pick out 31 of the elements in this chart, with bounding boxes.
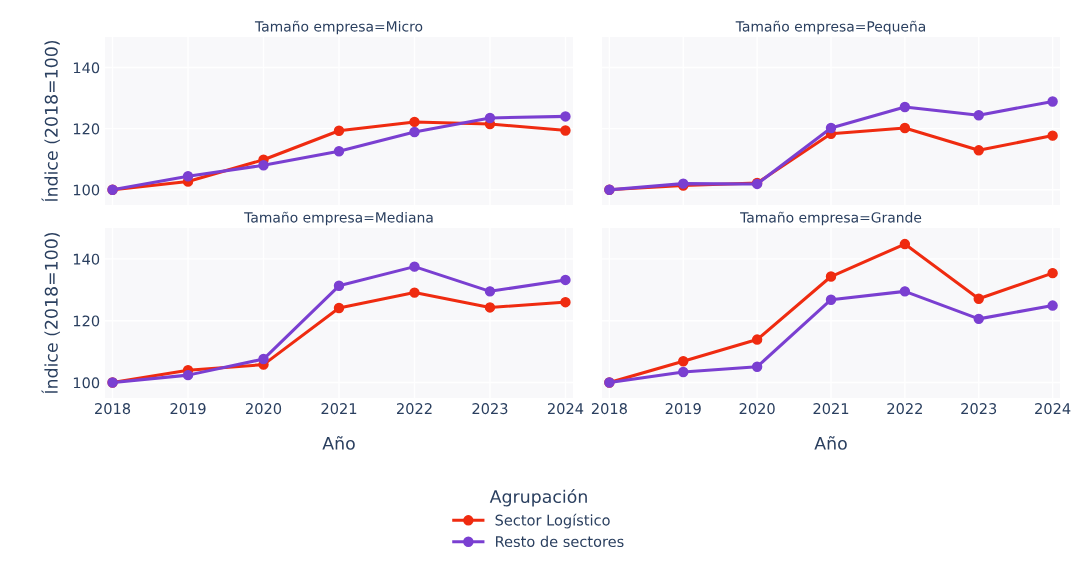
y-tick-label: 100 xyxy=(73,184,100,196)
chart-title: Tamaño empresa=Pequeña xyxy=(735,20,926,35)
x-tick-label: 2021 xyxy=(321,403,357,415)
chart-title: Tamaño empresa=Grande xyxy=(740,211,922,226)
x-tick-label: 2023 xyxy=(961,403,997,415)
y-axis-title: Índice (2018=100) xyxy=(41,232,60,394)
y-tick-label: 120 xyxy=(73,315,100,327)
y-tick-label: 140 xyxy=(73,253,100,265)
x-tick-label: 2023 xyxy=(472,403,508,415)
chart-title: Tamaño empresa=Micro xyxy=(254,20,423,35)
x-tick-label: 2021 xyxy=(813,403,849,415)
x-tick-label: 2024 xyxy=(1035,403,1071,415)
x-axis-title: Año xyxy=(322,436,355,450)
x-tick-label: 2019 xyxy=(170,403,206,415)
y-tick-label: 100 xyxy=(73,377,100,389)
x-tick-label: 2019 xyxy=(665,403,701,415)
x-tick-label: 2022 xyxy=(887,403,922,415)
x-tick-label: 2018 xyxy=(591,403,627,415)
x-tick-label: 2022 xyxy=(397,403,432,415)
y-axis-title: Índice (2018=100) xyxy=(41,40,60,202)
x-tick-label: 2024 xyxy=(547,403,584,415)
y-tick-label: 120 xyxy=(73,123,100,135)
y-tick-label: 140 xyxy=(73,62,100,74)
legend-title: Agrupación xyxy=(489,488,587,507)
x-tick-label: 2018 xyxy=(95,403,131,415)
x-tick-label: 2020 xyxy=(246,403,282,415)
legend-label: Sector Logístico xyxy=(495,513,610,529)
x-axis-title: Año xyxy=(814,436,847,450)
chart-title: Tamaño empresa=Mediana xyxy=(244,211,433,226)
legend-label: Resto de sectores xyxy=(496,535,624,548)
x-tick-label: 2020 xyxy=(739,403,775,415)
